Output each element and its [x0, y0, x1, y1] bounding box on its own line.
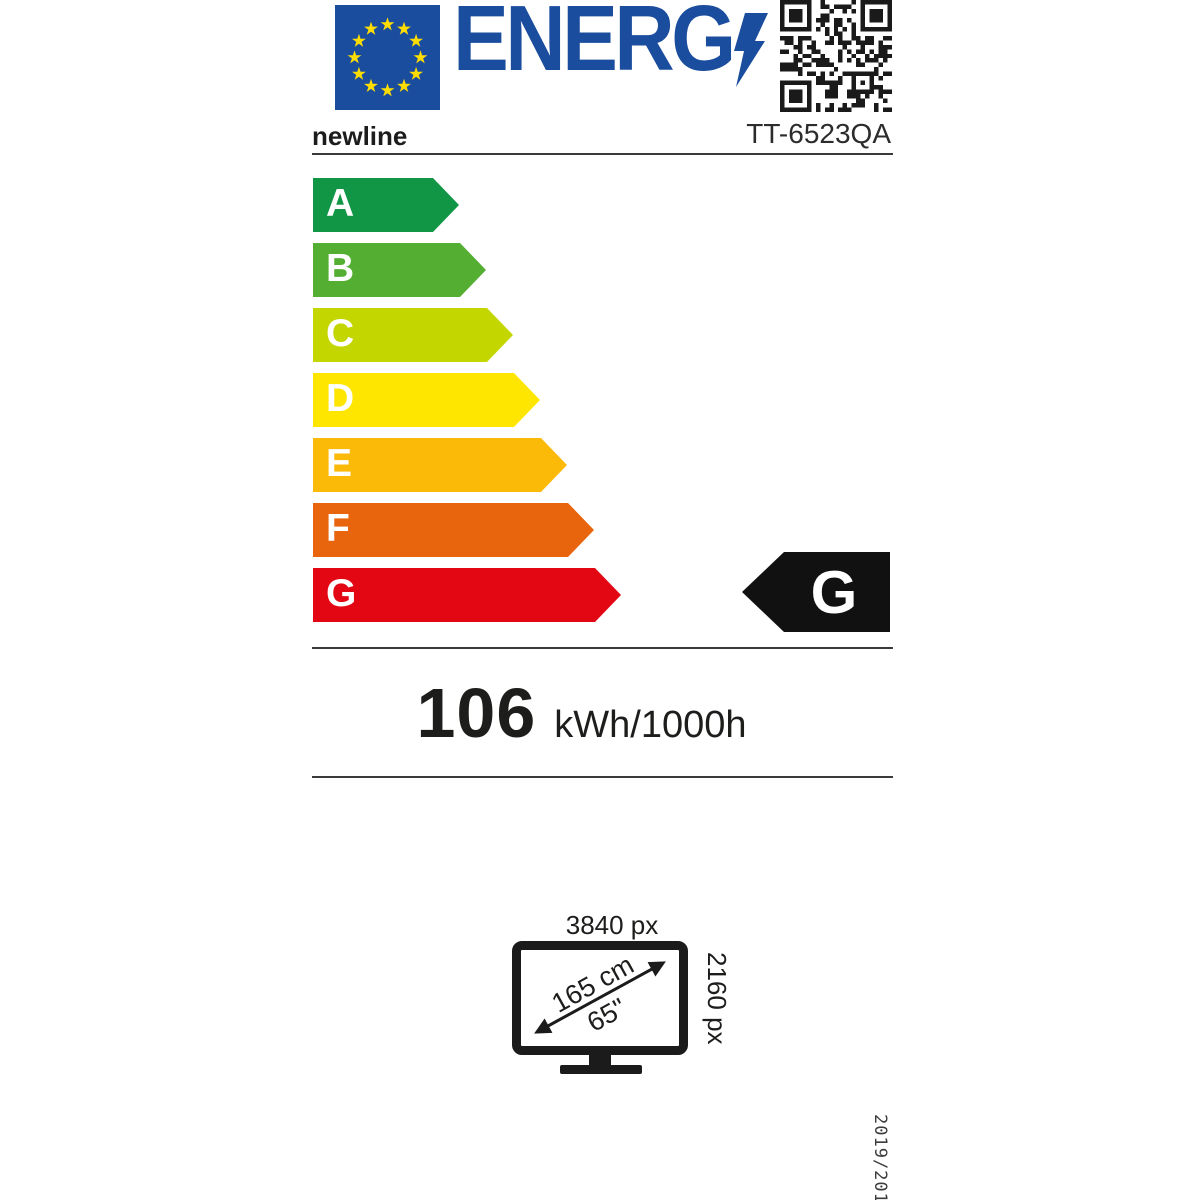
class-arrow-b: B	[313, 243, 486, 297]
class-letter: A	[326, 182, 355, 225]
diagonal-arrow-icon	[534, 961, 666, 1034]
class-arrow-a: A	[313, 178, 459, 232]
eu-flag-icon	[335, 5, 440, 110]
header-divider	[312, 153, 893, 155]
rating-arrow: G	[742, 552, 890, 632]
model-number: TT-6523QA	[746, 118, 891, 149]
resolution-horizontal: 3840 px	[565, 910, 659, 940]
brand-name: newline	[312, 121, 408, 151]
consumption-value: 106	[416, 674, 537, 752]
regulation-number: 2019/2013	[870, 1114, 890, 1200]
class-letter: B	[326, 247, 355, 290]
ladder-divider	[312, 647, 893, 649]
class-arrow-g: G	[313, 568, 621, 622]
lightning-bolt-shape	[734, 13, 768, 87]
class-letter: E	[326, 442, 353, 485]
class-arrow-f: F	[313, 503, 594, 557]
tv-stand-base	[560, 1065, 642, 1074]
tv-stand-neck	[589, 1053, 611, 1067]
resolution-vertical: 2160 px	[702, 951, 732, 1045]
energy-logo-text: ENERG	[453, 0, 736, 90]
qr-code-icon	[780, 0, 892, 112]
rating-letter: G	[810, 558, 858, 626]
consumption-divider	[312, 776, 893, 778]
eu-flag-stars	[347, 17, 428, 97]
class-arrow-d: D	[313, 373, 540, 427]
class-arrow-e: E	[313, 438, 567, 492]
diagonal-arrow-line	[534, 961, 666, 1034]
class-letter: C	[326, 312, 355, 355]
class-letter: G	[326, 572, 357, 615]
consumption-unit: kWh/1000h	[554, 704, 747, 746]
class-arrow-c: C	[313, 308, 513, 362]
class-letter: F	[326, 507, 350, 550]
class-letter: D	[326, 377, 355, 420]
energy-consumption: 106 kWh/1000h	[310, 678, 893, 748]
lightning-bolt-icon	[734, 13, 768, 87]
qr-modules	[780, 0, 892, 112]
